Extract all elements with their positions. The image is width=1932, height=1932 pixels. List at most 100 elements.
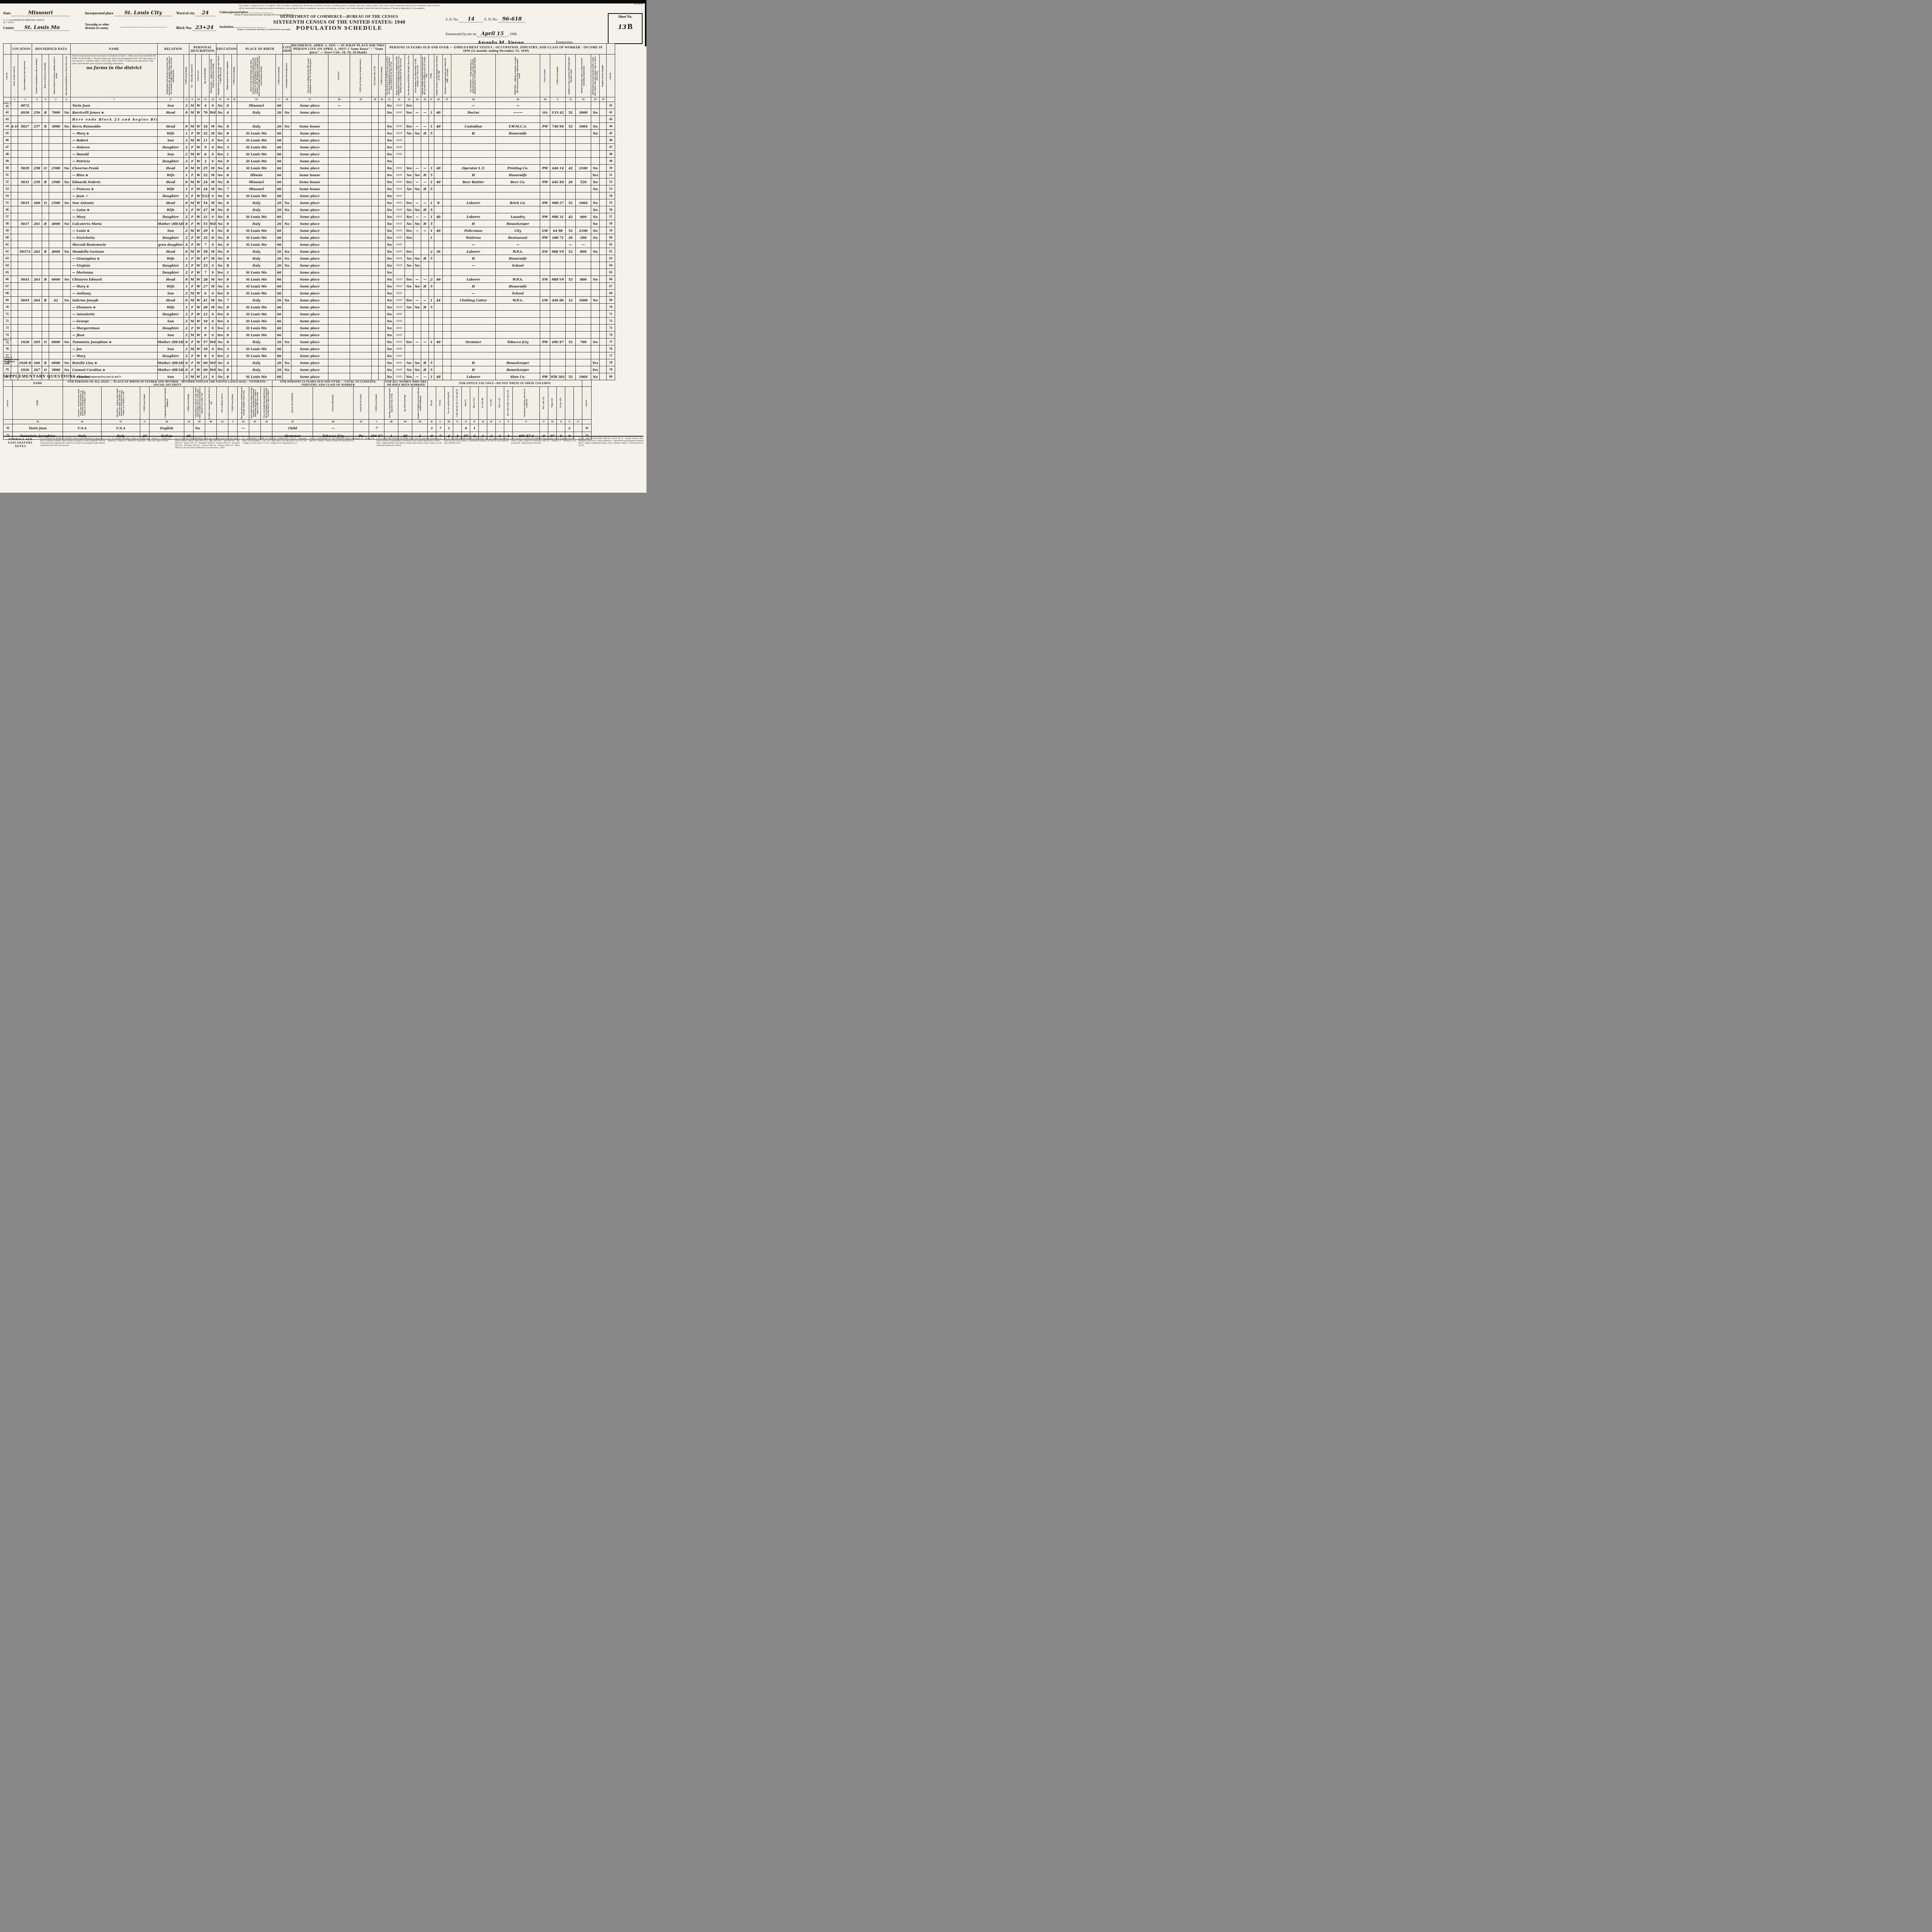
grid-cell bbox=[62, 303, 71, 311]
grid-cell: Italy bbox=[237, 220, 276, 227]
grid-cell bbox=[231, 171, 238, 179]
grid-cell: 260 bbox=[32, 199, 42, 206]
grid-cell bbox=[42, 331, 49, 338]
grid-cell bbox=[282, 345, 292, 352]
grid-cell bbox=[62, 116, 71, 123]
column-group-header: RESIDENCE, APRIL 1, 1935 — IN WHAT PLACE… bbox=[291, 43, 386, 54]
grid-cell: St Louis Mo bbox=[237, 282, 276, 290]
grid-cell: W bbox=[195, 213, 202, 220]
grid-cell: 988 V9 bbox=[550, 248, 566, 255]
grid-cell: Yes bbox=[216, 136, 224, 144]
grid-cell: M bbox=[189, 345, 196, 352]
line-number: 53 bbox=[606, 185, 616, 192]
line-number: 78 bbox=[606, 359, 616, 366]
grid-cell bbox=[442, 109, 452, 116]
grid-cell bbox=[42, 227, 49, 234]
county-value: St. Louis Mo bbox=[15, 25, 69, 31]
grid-cell bbox=[575, 255, 592, 262]
grid-cell: Son bbox=[157, 227, 184, 234]
grid-cell: Son bbox=[157, 289, 184, 297]
grid-cell: No bbox=[216, 185, 224, 192]
grid-cell bbox=[384, 424, 399, 432]
grid-cell: 40 bbox=[434, 338, 443, 345]
grid-cell bbox=[565, 185, 576, 192]
grid-cell: 42 bbox=[565, 213, 576, 220]
grid-cell bbox=[49, 345, 63, 352]
grid-cell: No bbox=[591, 206, 600, 213]
grid-cell bbox=[599, 157, 607, 165]
grid-cell: Same place bbox=[291, 150, 329, 158]
grid-cell: No bbox=[591, 122, 600, 130]
grid-cell bbox=[599, 185, 607, 192]
unincorporated-field: Unincorporated place (Name of unincorpor… bbox=[219, 10, 294, 16]
grid-cell: 446 06 bbox=[550, 296, 566, 304]
line-number: 53 bbox=[3, 185, 11, 192]
grid-cell bbox=[451, 345, 496, 352]
grid-cell: 0 bbox=[224, 206, 232, 213]
grid-cell: 26 bbox=[276, 199, 283, 206]
grid-cell: x0x0 bbox=[393, 241, 405, 248]
column-header: STATE (or Territory or foreign country) bbox=[350, 54, 372, 97]
column-group-header: CITIZEN-SHIP bbox=[282, 43, 292, 54]
grid-cell: R bbox=[42, 359, 49, 366]
grid-cell: — bbox=[413, 276, 422, 283]
grid-cell bbox=[575, 289, 592, 297]
line-number: 69 bbox=[3, 296, 11, 304]
column-group-header: NAME bbox=[70, 43, 158, 54]
grid-cell bbox=[62, 317, 71, 325]
column-header bbox=[565, 386, 574, 420]
grid-cell: W bbox=[195, 122, 202, 130]
grid-cell: W bbox=[195, 164, 202, 172]
grid-cell bbox=[540, 345, 551, 352]
grid-cell bbox=[429, 269, 435, 276]
grid-cell: No bbox=[216, 248, 224, 255]
grid-cell: H bbox=[451, 129, 496, 137]
grid-cell bbox=[378, 220, 386, 227]
grid-cell bbox=[599, 102, 607, 109]
grid-cell: 52 bbox=[565, 122, 576, 130]
grid-cell bbox=[442, 157, 452, 165]
grid-cell: 1 bbox=[184, 171, 190, 179]
supplementary-questions-section: SUPPLEMENTARY QUESTIONS For Persons Enum… bbox=[3, 372, 643, 440]
grid-cell bbox=[378, 331, 386, 338]
grid-cell: 4000 bbox=[49, 220, 63, 227]
grid-cell: 2 bbox=[184, 234, 190, 241]
grid-cell bbox=[282, 102, 292, 109]
grid-cell bbox=[350, 241, 372, 248]
column-header: Number of Farm Schedule bbox=[599, 54, 607, 97]
grid-cell bbox=[442, 359, 452, 366]
grid-cell bbox=[599, 122, 607, 130]
grid-cell bbox=[434, 255, 443, 262]
grid-cell bbox=[231, 213, 238, 220]
grid-cell: x0x0 bbox=[393, 185, 405, 192]
grid-cell: 7000 bbox=[49, 109, 63, 116]
grid-cell bbox=[442, 171, 452, 179]
column-header: OCCUPATION — Trade, profession, or parti… bbox=[451, 54, 496, 97]
grid-cell: 10 bbox=[201, 345, 210, 352]
grid-cell: No bbox=[385, 310, 394, 318]
grid-cell: H bbox=[421, 220, 429, 227]
column-header bbox=[573, 386, 583, 420]
grid-cell: x0x0 bbox=[393, 255, 405, 262]
column-header: If born in the United States, give State… bbox=[237, 54, 276, 97]
grid-cell: W bbox=[195, 102, 202, 109]
grid-cell bbox=[434, 366, 443, 373]
grid-cell: M bbox=[209, 129, 217, 137]
grid-cell: Same place bbox=[291, 317, 329, 325]
grid-cell: W bbox=[195, 206, 202, 213]
grid-cell bbox=[42, 213, 49, 220]
grid-cell bbox=[565, 317, 576, 325]
grid-cell: Same place bbox=[291, 359, 329, 366]
grid-cell: Laborer bbox=[451, 276, 496, 283]
grid-cell bbox=[328, 129, 350, 137]
grid-cell bbox=[371, 352, 379, 359]
grid-cell: Yes bbox=[405, 234, 414, 241]
column-group-header: HOUSEHOLD DATA bbox=[31, 43, 71, 54]
grid-cell: W bbox=[195, 338, 202, 345]
grid-cell bbox=[32, 116, 42, 123]
grid-cell bbox=[328, 282, 350, 290]
column-number: 6 bbox=[62, 97, 71, 102]
grid-cell bbox=[575, 352, 592, 359]
grid-cell: — bbox=[413, 213, 422, 220]
grid-cell bbox=[42, 206, 49, 213]
